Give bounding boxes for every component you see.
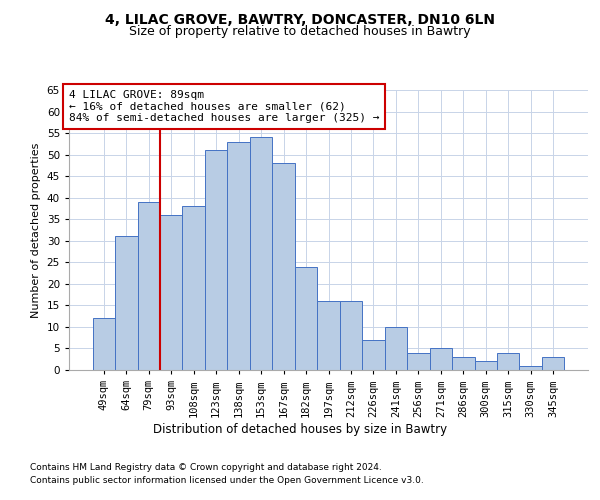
Text: Contains HM Land Registry data © Crown copyright and database right 2024.: Contains HM Land Registry data © Crown c… [30,462,382,471]
Bar [542,357,565,370]
Bar [452,357,475,370]
Bar [475,362,497,370]
Bar [137,202,160,370]
Bar [340,301,362,370]
Bar [430,348,452,370]
Bar [160,215,182,370]
Text: Distribution of detached houses by size in Bawtry: Distribution of detached houses by size … [153,422,447,436]
Y-axis label: Number of detached properties: Number of detached properties [31,142,41,318]
Bar [205,150,227,370]
Bar [385,327,407,370]
Bar [362,340,385,370]
Bar [317,301,340,370]
Bar [272,163,295,370]
Bar [250,138,272,370]
Text: 4, LILAC GROVE, BAWTRY, DONCASTER, DN10 6LN: 4, LILAC GROVE, BAWTRY, DONCASTER, DN10 … [105,12,495,26]
Bar [295,266,317,370]
Text: Size of property relative to detached houses in Bawtry: Size of property relative to detached ho… [129,25,471,38]
Text: 4 LILAC GROVE: 89sqm
← 16% of detached houses are smaller (62)
84% of semi-detac: 4 LILAC GROVE: 89sqm ← 16% of detached h… [69,90,380,123]
Bar [182,206,205,370]
Bar [227,142,250,370]
Bar [407,353,430,370]
Bar [497,353,520,370]
Bar [115,236,137,370]
Text: Contains public sector information licensed under the Open Government Licence v3: Contains public sector information licen… [30,476,424,485]
Bar [92,318,115,370]
Bar [520,366,542,370]
